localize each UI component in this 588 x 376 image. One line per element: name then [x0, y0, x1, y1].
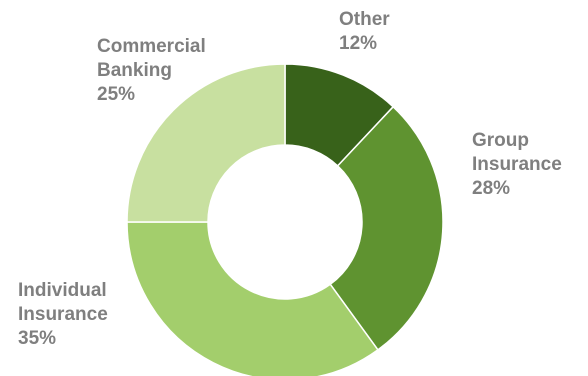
data-label-group-insurance-name-line1: Group [472, 130, 529, 151]
slice-individual-insurance [126, 221, 379, 376]
data-label-group-insurance-name-line2: Insurance [472, 154, 562, 175]
data-label-individual-insurance-name-line1: Individual [18, 280, 107, 301]
data-label-commercial-banking-percent: 25% [97, 84, 136, 105]
data-label-commercial-banking: Commercial Banking 25% [97, 35, 206, 107]
data-label-other-name: Other [339, 9, 390, 30]
data-label-individual-insurance-name-line2: Insurance [18, 304, 108, 325]
data-label-group-insurance: Group Insurance 28% [472, 129, 562, 201]
data-label-other-percent: 12% [339, 33, 378, 54]
data-label-group-insurance-percent: 28% [472, 178, 511, 199]
slice-group-insurance [329, 105, 444, 351]
slice-commercial-banking [126, 63, 286, 223]
data-label-individual-insurance: Individual Insurance 35% [18, 279, 108, 351]
data-label-individual-insurance-percent: 35% [18, 328, 57, 349]
data-label-other: Other 12% [339, 8, 390, 56]
data-label-commercial-banking-name-line1: Commercial [97, 36, 206, 57]
data-label-commercial-banking-name-line2: Banking [97, 60, 172, 81]
